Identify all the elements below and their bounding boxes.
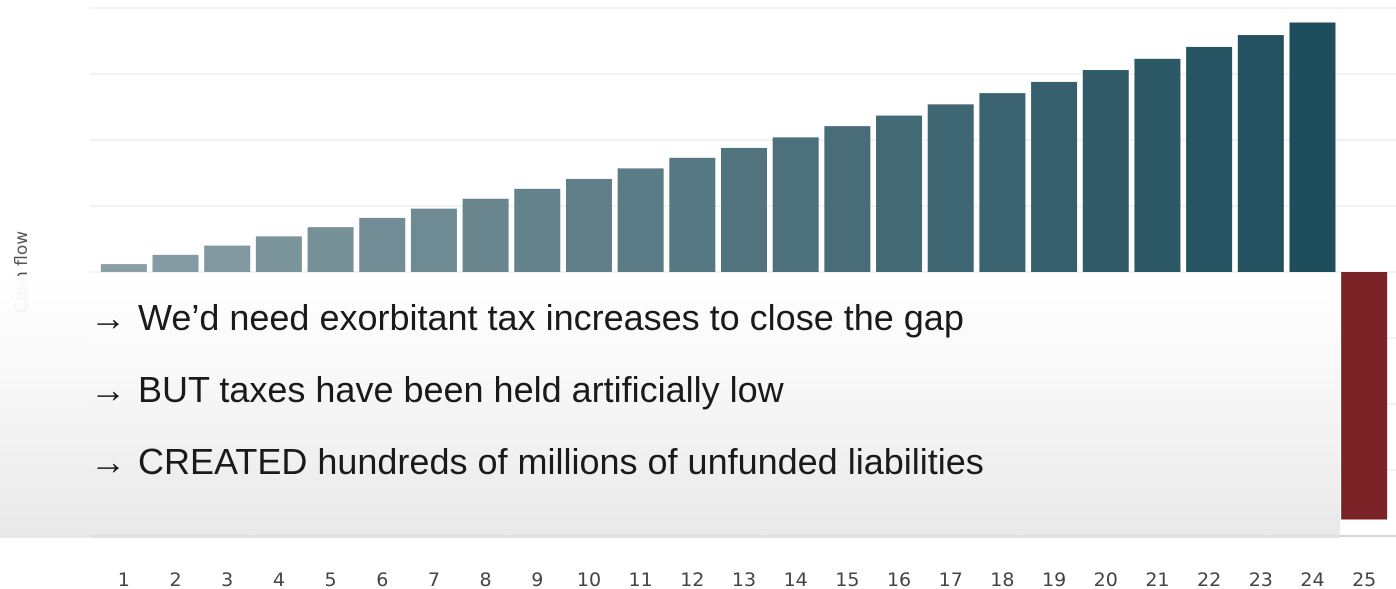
bar-8 [462, 198, 509, 272]
bar-12 [669, 157, 716, 272]
bar-25 [1341, 272, 1388, 520]
x-tick-label: 13 [732, 569, 756, 589]
bar-21 [1134, 58, 1181, 272]
bar-19 [1031, 81, 1078, 272]
bullet-text: BUT taxes have been held artificially lo… [138, 369, 784, 410]
bar-9 [514, 188, 561, 272]
bar-17 [927, 104, 974, 272]
x-tick-label: 17 [939, 569, 963, 589]
x-tick-label: 16 [887, 569, 911, 589]
x-tick-label: 15 [835, 569, 859, 589]
bar-4 [255, 236, 302, 272]
bar-11 [617, 168, 664, 272]
x-tick-label: 8 [480, 569, 492, 589]
bullet-text: CREATED hundreds of millions of unfunded… [138, 441, 984, 482]
x-tick-label: 6 [376, 569, 388, 589]
x-tick-label: 20 [1094, 569, 1118, 589]
x-tick-label: 14 [784, 569, 808, 589]
x-tick-label: 1 [118, 569, 130, 589]
bar-6 [359, 217, 406, 272]
bar-3 [204, 245, 251, 272]
bar-2 [152, 254, 199, 272]
bar-5 [307, 227, 354, 272]
x-tick-label: 2 [169, 569, 181, 589]
x-tick-label: 24 [1300, 569, 1324, 589]
x-tick-label: 21 [1145, 569, 1169, 589]
x-tick-label: 9 [531, 569, 543, 589]
x-tick-label: 5 [325, 569, 337, 589]
bullet-text: We’d need exorbitant tax increases to cl… [138, 297, 964, 338]
bar-16 [876, 115, 923, 272]
bar-22 [1186, 46, 1233, 272]
x-tick-label: 11 [629, 569, 653, 589]
bars [100, 22, 1388, 520]
arrow-icon: → [90, 297, 126, 338]
text-overlay-panel [0, 276, 1340, 538]
bar-10 [565, 178, 612, 272]
x-tick-label: 3 [221, 569, 233, 589]
bar-24 [1289, 22, 1336, 272]
x-tick-labels: 1 2 3 4 5 6 7 8 9 10 11 12 13 14 15 16 17 18 19 20 21 22 23 24 2… [118, 569, 1376, 589]
x-tick-label: 25 [1352, 569, 1376, 589]
bar-23 [1237, 35, 1284, 273]
arrow-icon: → [90, 369, 126, 410]
arrow-icon: → [90, 441, 126, 482]
bar-1 [100, 264, 147, 272]
bullet-item: → We’d need exorbitant tax increases to c… [90, 299, 984, 337]
x-tick-label: 7 [428, 569, 440, 589]
bar-15 [824, 126, 871, 272]
bar-7 [410, 208, 457, 272]
x-tick-label: 10 [577, 569, 601, 589]
x-tick-label: 4 [273, 569, 285, 589]
x-tick-label: 22 [1197, 569, 1221, 589]
x-tick-label: 23 [1249, 569, 1273, 589]
x-tick-label: 19 [1042, 569, 1066, 589]
bullet-item: → BUT taxes have been held artificially l… [90, 371, 984, 409]
bar-13 [721, 147, 767, 272]
bar-20 [1082, 70, 1129, 272]
bullet-list: → We’d need exorbitant tax increases to c… [90, 299, 984, 515]
bar-18 [979, 93, 1026, 272]
x-tick-label: 12 [680, 569, 704, 589]
bullet-item: → CREATED hundreds of millions of unfunde… [90, 443, 984, 481]
bar-14 [772, 137, 819, 272]
x-tick-label: 18 [990, 569, 1014, 589]
